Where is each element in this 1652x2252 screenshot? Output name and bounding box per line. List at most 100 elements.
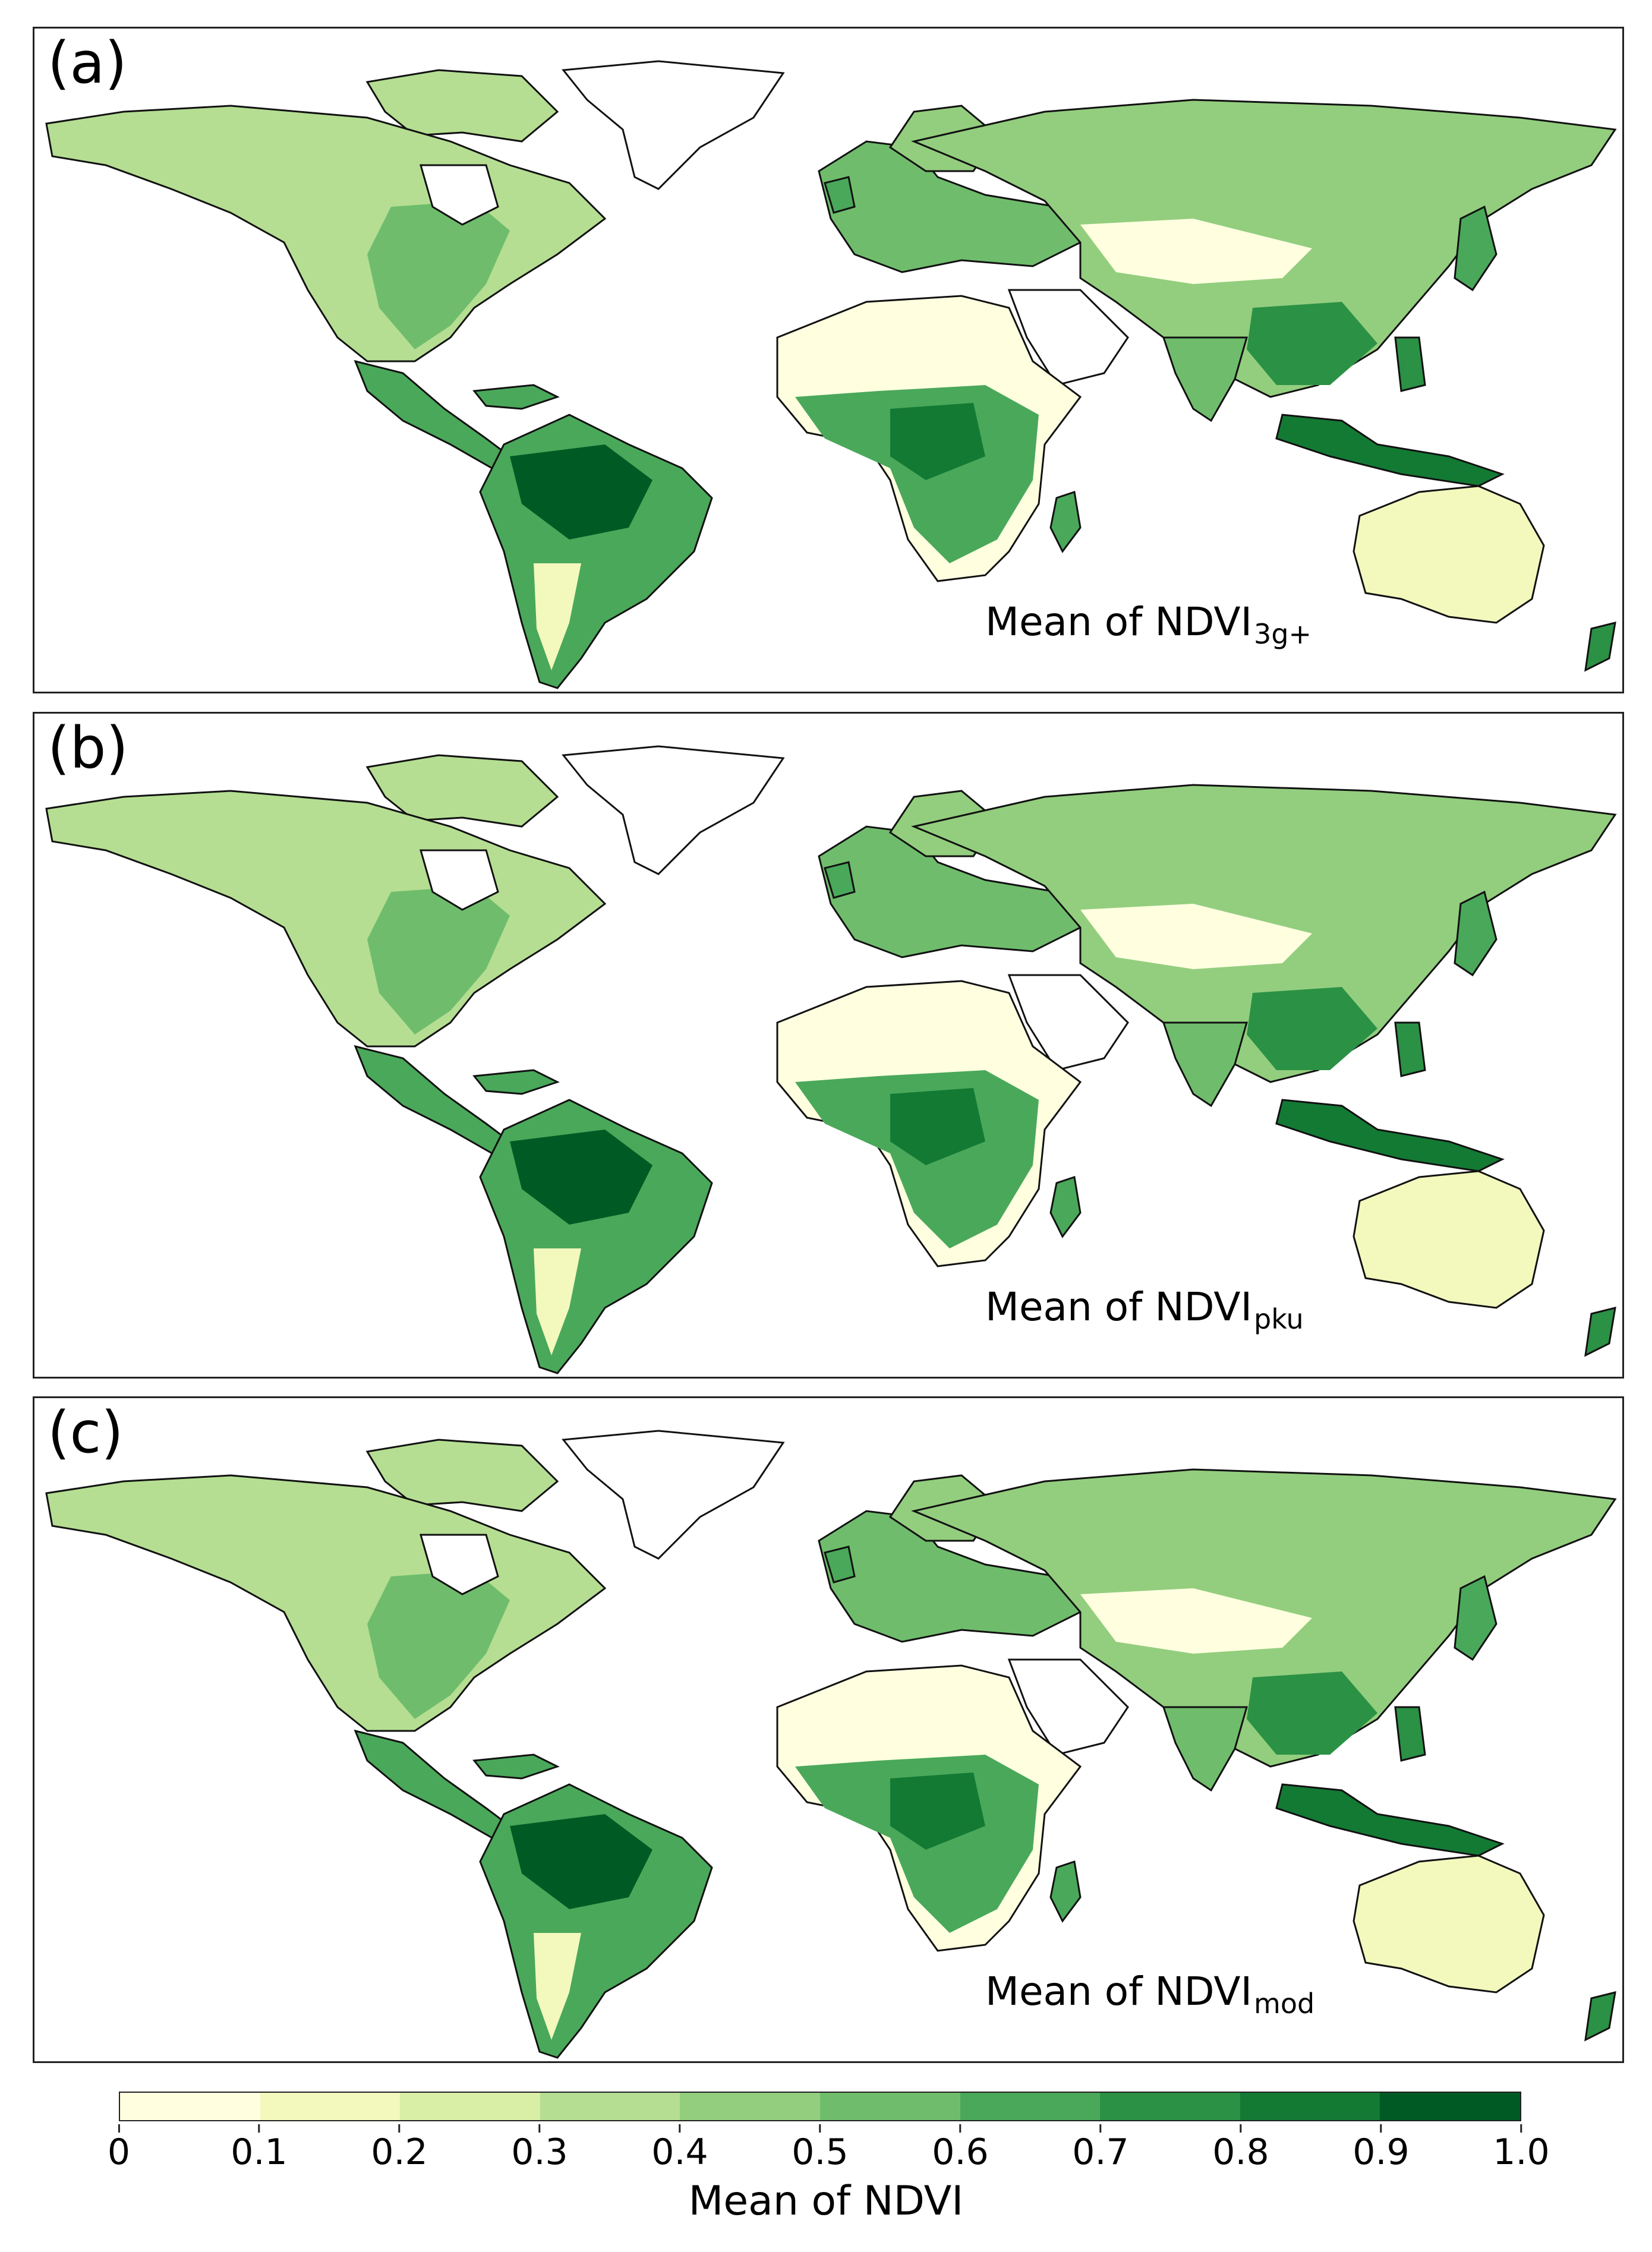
madagascar-region bbox=[1049, 1176, 1082, 1238]
colorbar-segment bbox=[960, 2093, 1101, 2120]
world-map-b bbox=[45, 745, 1617, 1374]
colorbar-tick-label: 0 bbox=[107, 2131, 131, 2173]
colorbar-ticks: 0 0.1 0.2 0.3 0.4 0.5 0.6 0.7 0.8 0.9 1.0 bbox=[108, 2124, 1550, 2173]
patagonia-region bbox=[534, 1248, 581, 1355]
uk-region bbox=[824, 861, 856, 899]
colorbar-tick-label: 0.8 bbox=[1212, 2131, 1269, 2173]
se-asia-region bbox=[1247, 987, 1377, 1070]
colorbar-tick: 0.2 bbox=[371, 2124, 428, 2173]
japan-region bbox=[1454, 1575, 1497, 1661]
colorbar-segment bbox=[120, 2093, 260, 2120]
panel-label-c: (c) bbox=[48, 1399, 124, 1466]
panel-label-a: (a) bbox=[48, 30, 127, 96]
map-title-a-main: Mean of NDVI bbox=[985, 599, 1253, 645]
colorbar-label: Mean of NDVI bbox=[688, 2178, 964, 2225]
eastern-na-region bbox=[367, 1570, 510, 1719]
philippines-region bbox=[1394, 1021, 1426, 1077]
indonesia-region bbox=[1275, 1783, 1505, 1857]
india-region bbox=[1162, 336, 1248, 422]
map-title-c: Mean of NDVImod bbox=[985, 1969, 1314, 2020]
colorbar-tick: 0.4 bbox=[651, 2124, 708, 2172]
colorbar-segment bbox=[1380, 2093, 1520, 2120]
caribbean-region bbox=[472, 1069, 560, 1095]
arctic-islands-region bbox=[365, 1439, 559, 1512]
new-zealand-region bbox=[1584, 621, 1616, 672]
north-america-region bbox=[45, 105, 607, 362]
amazon-region bbox=[510, 1814, 652, 1909]
eastern-na-region bbox=[367, 201, 510, 349]
map-title-c-sub: mod bbox=[1254, 1988, 1315, 2020]
india-region bbox=[1162, 1021, 1248, 1108]
amazon-region bbox=[510, 444, 652, 540]
colorbar-segment bbox=[540, 2093, 680, 2120]
world-map-a bbox=[45, 60, 1617, 689]
colorbar-segment bbox=[1100, 2093, 1240, 2120]
congo-region bbox=[890, 403, 985, 480]
map-panel-a: (a) Mean of NDVI3g+ bbox=[33, 27, 1624, 693]
greenland-region bbox=[562, 1430, 785, 1560]
congo-region bbox=[890, 1772, 985, 1850]
se-asia-region bbox=[1247, 1671, 1377, 1755]
map-title-b-main: Mean of NDVI bbox=[985, 1284, 1253, 1330]
hudson-bay-region bbox=[420, 1534, 499, 1595]
map-title-a: Mean of NDVI3g+ bbox=[985, 599, 1311, 650]
congo-region bbox=[890, 1088, 985, 1165]
arctic-islands-region bbox=[365, 69, 559, 143]
australia-region bbox=[1353, 1854, 1545, 1994]
uk-region bbox=[824, 176, 856, 214]
madagascar-region bbox=[1049, 1860, 1082, 1923]
greenland-region bbox=[562, 60, 785, 190]
patagonia-region bbox=[534, 563, 581, 670]
north-america-region bbox=[45, 790, 607, 1048]
central-asia-dry-region bbox=[1080, 219, 1312, 284]
se-asia-region bbox=[1247, 302, 1377, 385]
colorbar-tick: 1.0 bbox=[1493, 2124, 1550, 2172]
colorbar-tick: 0.5 bbox=[792, 2124, 849, 2173]
colorbar-tick: 0 bbox=[108, 2124, 130, 2172]
indonesia-region bbox=[1275, 1099, 1505, 1172]
colorbar-tick-label: 0.1 bbox=[231, 2131, 288, 2173]
panel-label-b: (b) bbox=[48, 715, 128, 781]
indonesia-region bbox=[1275, 414, 1505, 487]
colorbar-tick: 0.1 bbox=[231, 2124, 288, 2173]
arabia-region bbox=[1007, 289, 1129, 386]
colorbar-tick-label: 0.3 bbox=[511, 2131, 568, 2173]
colorbar-tick: 0.9 bbox=[1353, 2124, 1410, 2173]
new-zealand-region bbox=[1584, 1306, 1616, 1357]
colorbar-tick-label: 0.7 bbox=[1072, 2131, 1129, 2173]
map-panel-c: (c) Mean of NDVImod bbox=[33, 1396, 1624, 2063]
new-zealand-region bbox=[1584, 1991, 1616, 2042]
colorbar-segment bbox=[1240, 2093, 1380, 2120]
colorbar-tick-label: 0.6 bbox=[932, 2131, 989, 2173]
uk-region bbox=[824, 1546, 856, 1584]
map-title-a-sub: 3g+ bbox=[1254, 618, 1312, 650]
map-panel-b: (b) Mean of NDVIpku bbox=[33, 712, 1624, 1379]
caribbean-region bbox=[472, 384, 560, 410]
caribbean-region bbox=[472, 1753, 560, 1780]
arctic-islands-region bbox=[365, 754, 559, 828]
patagonia-region bbox=[534, 1933, 581, 2040]
colorbar-segment bbox=[680, 2093, 820, 2120]
colorbar-tick: 0.7 bbox=[1072, 2124, 1129, 2173]
australia-region bbox=[1353, 485, 1545, 624]
philippines-region bbox=[1394, 336, 1426, 392]
colorbar bbox=[119, 2092, 1521, 2121]
colorbar-tick: 0.3 bbox=[511, 2124, 568, 2172]
map-title-c-main: Mean of NDVI bbox=[985, 1969, 1253, 2014]
central-america-region bbox=[354, 1045, 512, 1155]
colorbar-tick-label: 0.9 bbox=[1353, 2131, 1410, 2173]
colorbar-tick: 0.6 bbox=[932, 2124, 989, 2173]
world-map-c bbox=[45, 1430, 1617, 2059]
central-america-region bbox=[354, 359, 512, 469]
colorbar-tick-label: 0.5 bbox=[792, 2131, 849, 2173]
hudson-bay-region bbox=[420, 849, 499, 911]
colorbar-segment bbox=[819, 2093, 960, 2120]
eastern-na-region bbox=[367, 886, 510, 1034]
philippines-region bbox=[1394, 1706, 1426, 1762]
central-asia-dry-region bbox=[1080, 1588, 1312, 1654]
central-asia-dry-region bbox=[1080, 904, 1312, 969]
map-title-b-sub: pku bbox=[1254, 1303, 1304, 1335]
greenland-region bbox=[562, 745, 785, 875]
colorbar-tick-label: 0.2 bbox=[371, 2131, 428, 2173]
hudson-bay-region bbox=[420, 164, 499, 226]
